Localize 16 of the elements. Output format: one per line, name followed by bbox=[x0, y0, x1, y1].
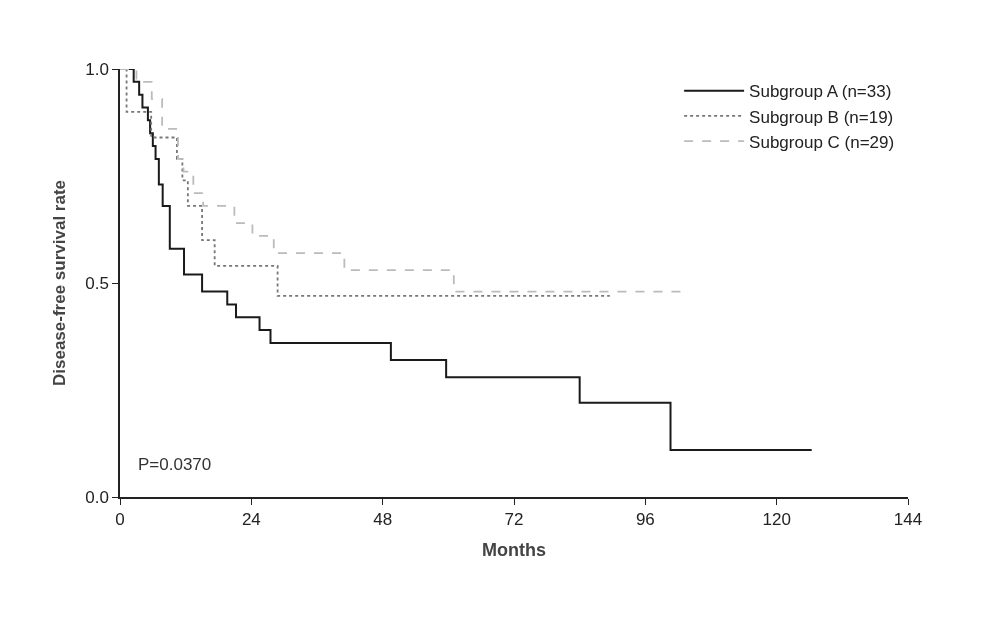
y-tick-label: 1.0 bbox=[85, 59, 109, 79]
y-axis-title: Disease-free survival rate bbox=[50, 179, 70, 387]
x-tick-label: 24 bbox=[241, 510, 261, 530]
legend-label: Subgroup A (n=33) bbox=[749, 82, 892, 102]
y-tick-label: 0.0 bbox=[85, 487, 109, 507]
legend-label: Subgroup C (n=29) bbox=[749, 132, 895, 152]
y-tick-label: 0.5 bbox=[85, 273, 109, 293]
legend-label: Subgroup B (n=19) bbox=[749, 107, 894, 127]
x-tick-label: 48 bbox=[373, 510, 393, 530]
x-tick-label: 120 bbox=[762, 510, 791, 530]
x-tick-label: 72 bbox=[504, 510, 524, 530]
x-tick-label: 96 bbox=[635, 510, 655, 530]
x-tick-label: 0 bbox=[115, 510, 125, 530]
x-axis-title: Months bbox=[482, 539, 546, 560]
x-tick-label: 144 bbox=[893, 510, 923, 530]
annotation: P=0.0370 bbox=[138, 455, 212, 474]
